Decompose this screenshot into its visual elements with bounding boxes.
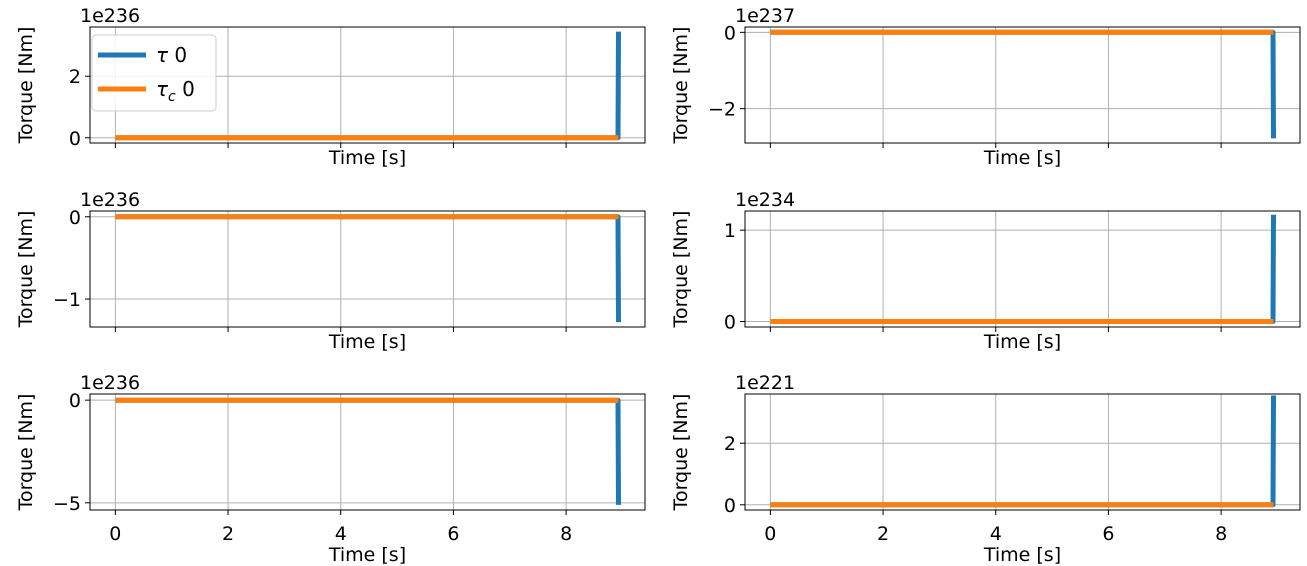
y-axis-label: Torque [Nm] <box>15 211 37 329</box>
offset-label: 1e237 <box>735 5 795 27</box>
y-tick-label: −1 <box>53 289 81 311</box>
y-tick-label: 0 <box>69 128 81 150</box>
x-tick-label: 6 <box>1102 523 1114 545</box>
y-axis-label: Torque [Nm] <box>670 27 692 145</box>
axes-frame <box>744 26 1301 144</box>
y-tick-label: 2 <box>69 66 81 88</box>
x-tick-label: 8 <box>1215 523 1227 545</box>
y-tick-label: 0 <box>724 312 736 334</box>
y-tick-label: −2 <box>708 99 736 121</box>
y-axis-label: Torque [Nm] <box>670 394 692 512</box>
subplot-3: 0 −1 1e236 Time [s] Torque [Nm] <box>15 189 646 353</box>
axes-frame <box>89 210 646 328</box>
x-tick-label: 0 <box>109 523 121 545</box>
offset-label: 1e221 <box>735 372 795 394</box>
y-tick-label: 0 <box>69 390 81 412</box>
x-tick-label: 2 <box>222 523 234 545</box>
legend-entry: τc 0 <box>98 77 195 105</box>
y-tick-label: 0 <box>724 495 736 517</box>
y-axis-label: Torque [Nm] <box>15 27 37 145</box>
y-tick-label: 0 <box>724 22 736 44</box>
legend-label: τ 0 <box>156 43 187 67</box>
offset-label: 1e236 <box>80 5 140 27</box>
x-tick-label: 8 <box>560 523 572 545</box>
axes-frame <box>89 26 646 144</box>
offset-label: 1e234 <box>735 189 795 211</box>
axes-frame <box>744 393 1301 511</box>
subplot-2: 0 −2 1e237 Time [s] Torque [Nm] <box>670 5 1301 169</box>
y-axis-label: Torque [Nm] <box>670 211 692 329</box>
x-tick-label: 4 <box>990 523 1002 545</box>
series-line-tau <box>115 214 621 323</box>
legend-box <box>91 34 217 112</box>
series-line-tau <box>770 214 1276 324</box>
legend-label: τc 0 <box>156 77 195 105</box>
x-axis-label: Time [s] <box>328 331 406 353</box>
x-tick-label: 0 <box>764 523 776 545</box>
legend: τ 0 τc 0 <box>91 34 217 112</box>
x-tick-label: 4 <box>335 523 347 545</box>
y-tick-label: 1 <box>724 220 736 242</box>
subplot-4: 0 1 1e234 Time [s] Torque [Nm] <box>670 189 1301 353</box>
y-tick-label: 0 <box>69 207 81 229</box>
subplot-5: 0 2 4 6 8 0 −5 1e236 Time [s] Torque [Nm] <box>15 372 646 566</box>
x-axis-label: Time [s] <box>983 544 1061 566</box>
y-tick-label: 2 <box>724 433 736 455</box>
x-tick-label: 2 <box>877 523 889 545</box>
legend-entry: τ 0 <box>98 43 187 67</box>
y-tick-label: −5 <box>53 493 81 515</box>
series-line-tau <box>770 29 1276 139</box>
subplot-6: 0 2 4 6 8 0 2 1e221 Time [s] Torque [Nm] <box>670 372 1301 566</box>
x-axis-label: Time [s] <box>328 544 406 566</box>
x-axis-label: Time [s] <box>983 331 1061 353</box>
axes-frame <box>744 210 1301 328</box>
axes-frame <box>89 393 646 511</box>
x-axis-label: Time [s] <box>328 147 406 169</box>
x-axis-label: Time [s] <box>983 147 1061 169</box>
offset-label: 1e236 <box>80 372 140 394</box>
subplot-1: 0 2 1e236 Time [s] Torque [Nm] <box>15 5 646 169</box>
offset-label: 1e236 <box>80 189 140 211</box>
series-line-tau <box>770 395 1276 508</box>
x-tick-label: 6 <box>447 523 459 545</box>
series-line-tau <box>115 397 621 505</box>
y-axis-label: Torque [Nm] <box>15 394 37 512</box>
